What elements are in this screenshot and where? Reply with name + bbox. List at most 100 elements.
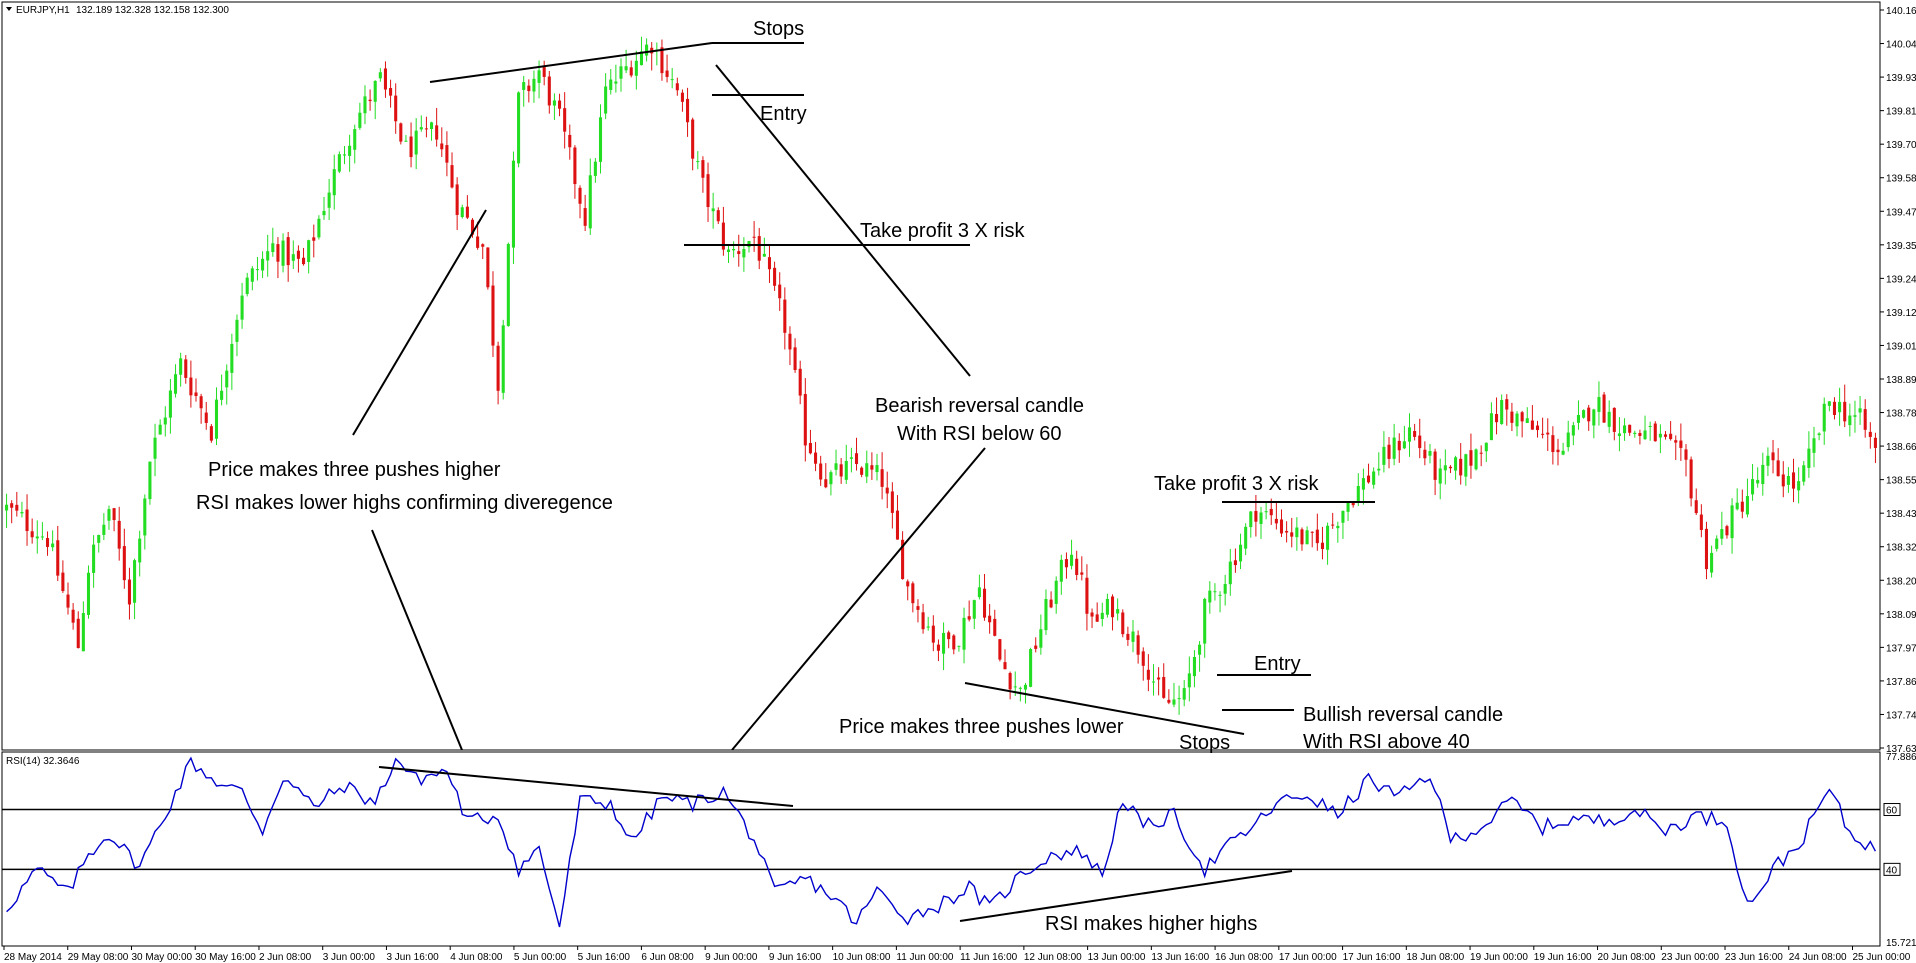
candle-body [1110, 596, 1115, 618]
candle [711, 192, 715, 229]
rsi-panel[interactable]: RSI(14) 32.3646 [1, 751, 1881, 947]
candle-body [1428, 451, 1432, 456]
candle [706, 162, 710, 222]
candle [1674, 435, 1678, 461]
candle [102, 513, 106, 541]
candle [404, 135, 408, 142]
candle-body [1730, 505, 1734, 539]
price-tick-label: 139.470 [1886, 207, 1916, 218]
candle [245, 272, 249, 297]
candle [20, 501, 24, 518]
candle [409, 122, 413, 168]
candle-body [430, 122, 434, 129]
candle [675, 77, 679, 96]
candle-body [1023, 684, 1028, 690]
candle [993, 609, 997, 637]
price-tick-label: 139.240 [1886, 274, 1916, 285]
candle-body [1126, 633, 1130, 640]
candle [1141, 647, 1145, 681]
candle-body [854, 453, 859, 465]
candle [1080, 556, 1084, 581]
candle-body [1034, 645, 1038, 649]
candle [1407, 413, 1412, 457]
rsi-level-box [1883, 803, 1901, 817]
candle [1151, 664, 1156, 696]
price-panel[interactable]: EURJPY,H1 132.189 132.328 132.158 132.30… [1, 1, 1881, 751]
candle-body [665, 70, 669, 77]
price-tick-label: 138.895 [1886, 375, 1916, 386]
candle [680, 89, 684, 112]
candle [793, 338, 797, 373]
price-tick-label: 139.585 [1886, 174, 1916, 185]
candle [819, 455, 823, 486]
candle [1571, 421, 1575, 446]
candle-body [465, 206, 469, 218]
candle [1402, 425, 1406, 450]
time-tick-label: 13 Jun 16:00 [1151, 952, 1209, 963]
candle-body [358, 112, 362, 128]
price-tick-label: 138.435 [1886, 509, 1916, 520]
candle [378, 68, 382, 82]
candle-body [865, 463, 869, 477]
candle-body [1658, 433, 1662, 438]
candle [342, 146, 347, 165]
candle-body [1264, 511, 1268, 513]
candle-body [204, 412, 208, 423]
candle [1735, 488, 1739, 511]
candle [1873, 432, 1877, 464]
candle [1182, 680, 1186, 707]
candle [1500, 394, 1504, 425]
candle [163, 406, 167, 437]
candle-body [307, 240, 311, 262]
candle [158, 419, 162, 435]
candle [1464, 453, 1468, 486]
candle [1059, 554, 1063, 595]
candle [1428, 443, 1432, 464]
take-profit-top-label: Take profit 3 X risk [860, 220, 1026, 242]
candle [1546, 418, 1550, 451]
candle [225, 364, 229, 405]
candle-body [696, 161, 700, 163]
candle [1822, 397, 1826, 445]
time-tick-label: 2 Jun 08:00 [259, 952, 312, 963]
candle-body [732, 249, 736, 251]
candle-body [1464, 454, 1468, 477]
candle [798, 360, 802, 405]
candle [1843, 384, 1847, 428]
candle-body [1013, 686, 1017, 688]
candle-body [1279, 519, 1284, 534]
time-tick-label: 24 Jun 08:00 [1789, 952, 1847, 963]
candle [665, 54, 669, 83]
candle [1075, 550, 1079, 581]
candle [936, 639, 940, 662]
candle [1049, 591, 1053, 609]
candle-body [240, 295, 244, 320]
price-tick-label: 139.700 [1886, 140, 1916, 151]
candle-body [890, 491, 894, 513]
candle [1223, 574, 1227, 606]
candle [578, 185, 582, 219]
candle [1643, 415, 1647, 440]
candle [1694, 488, 1698, 515]
candle-body [1223, 584, 1227, 594]
candle [368, 89, 372, 111]
candle-body [527, 85, 531, 92]
pushes-higher-pointer [352, 209, 487, 436]
candle [1832, 397, 1837, 420]
bearish-candle-pointer [731, 447, 986, 751]
candle-body [163, 417, 167, 425]
candle [1090, 608, 1094, 629]
candle-body [1054, 580, 1058, 604]
price-panel-frame [1, 1, 1881, 751]
candle [1617, 417, 1621, 452]
candle-body [168, 390, 172, 418]
candle [844, 444, 848, 484]
candle [127, 567, 131, 620]
candle-body [373, 80, 377, 102]
candle-body [542, 67, 546, 77]
time-tick-label: 28 May 2014 [4, 952, 62, 963]
candle-body [276, 244, 280, 262]
time-tick-label: 17 Jun 16:00 [1343, 952, 1401, 963]
candle [35, 520, 39, 554]
